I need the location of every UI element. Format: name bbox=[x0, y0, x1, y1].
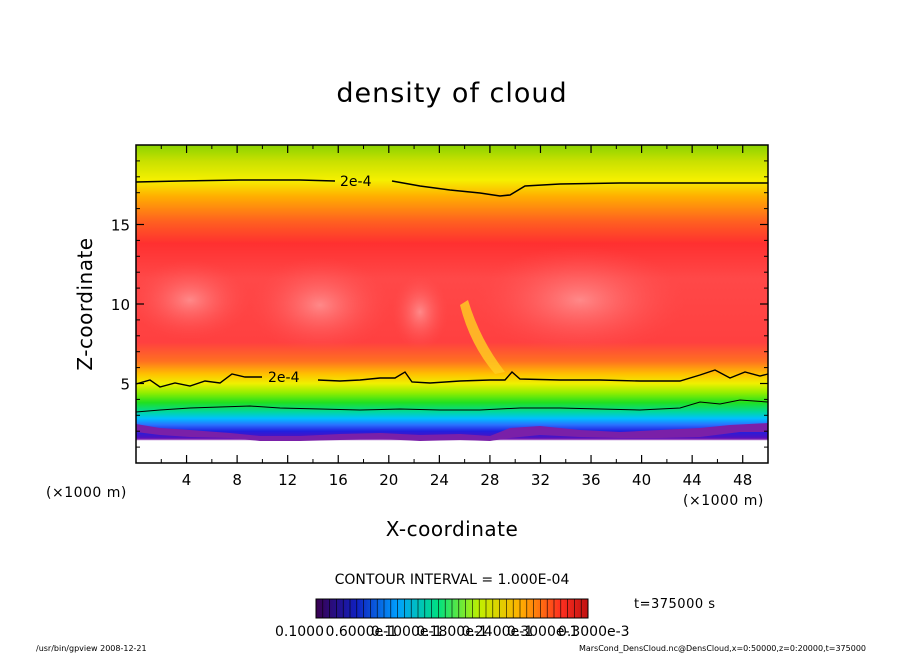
x-tick-label: 32 bbox=[531, 471, 550, 489]
cloud-base-fringe bbox=[136, 423, 768, 441]
colorbar-label: 0.1000 bbox=[275, 624, 324, 640]
y-axis-label: Z-coordinate bbox=[73, 237, 97, 370]
footer-right: MarsCond_DensCloud.nc@DensCloud,x=0:5000… bbox=[579, 644, 866, 653]
x-axis-label: X-coordinate bbox=[386, 517, 519, 541]
y-tick-label: 15 bbox=[111, 217, 130, 235]
x-tick-label: 20 bbox=[379, 471, 398, 489]
x-tick-label: 24 bbox=[430, 471, 449, 489]
x-tick-label: 12 bbox=[278, 471, 297, 489]
colorbar-label: 0.3000e-1 bbox=[507, 624, 579, 640]
time-label: t=375000 s bbox=[634, 597, 716, 612]
colorbar-label: 0.2400e-1 bbox=[462, 624, 534, 640]
contour-line-upper bbox=[135, 179, 768, 197]
x-tick-label: 4 bbox=[182, 471, 192, 489]
contour-label-upper: 2e-4 bbox=[340, 174, 372, 190]
cloud-cell-4 bbox=[136, 260, 250, 340]
colorbar-label: 0.1000e-1 bbox=[371, 624, 443, 640]
cloud-cell-2 bbox=[392, 274, 448, 350]
y-tick-label: 10 bbox=[111, 296, 130, 314]
footer-left: /usr/bin/gpview 2008-12-21 bbox=[36, 644, 147, 653]
chart-title: density of cloud bbox=[336, 78, 567, 109]
y-tick-label: 5 bbox=[120, 376, 130, 394]
colorbar-ticks bbox=[322, 599, 582, 618]
cloud-cell-1 bbox=[250, 257, 390, 353]
colorbar-label: 0.1800e-1 bbox=[416, 624, 488, 640]
x-tick-label: 36 bbox=[581, 471, 600, 489]
x-tick-label: 16 bbox=[329, 471, 348, 489]
contour-line-base bbox=[135, 399, 769, 413]
cloud-cell-3 bbox=[475, 245, 685, 355]
colorbar-labels: 0.1000 0.6000e-10.1000e-10.1800e-10.2400e… bbox=[275, 624, 630, 640]
colorbar-label: 0.6000e-1 bbox=[326, 624, 398, 640]
x-tick-label: 44 bbox=[683, 471, 702, 489]
contour-line-lower bbox=[135, 369, 769, 388]
contour-interval: CONTOUR INTERVAL = 1.000E-04 bbox=[335, 572, 570, 588]
y-axis: 5 10 15 bbox=[111, 160, 768, 448]
yellow-plume bbox=[460, 300, 505, 374]
x-tick-label: 48 bbox=[733, 471, 752, 489]
x-tick-label: 28 bbox=[480, 471, 499, 489]
x-tick-label: 40 bbox=[632, 471, 651, 489]
x-axis: 4 8 12 16 20 24 28 32 36 40 44 48 bbox=[135, 145, 769, 489]
x-unit-right: (×1000 m) bbox=[683, 493, 764, 509]
colorbar-label: 0.3000e-3 bbox=[558, 624, 630, 640]
x-tick-label: 8 bbox=[232, 471, 242, 489]
x-unit-left: (×1000 m) bbox=[46, 485, 127, 501]
contour-label-lower: 2e-4 bbox=[268, 370, 300, 386]
